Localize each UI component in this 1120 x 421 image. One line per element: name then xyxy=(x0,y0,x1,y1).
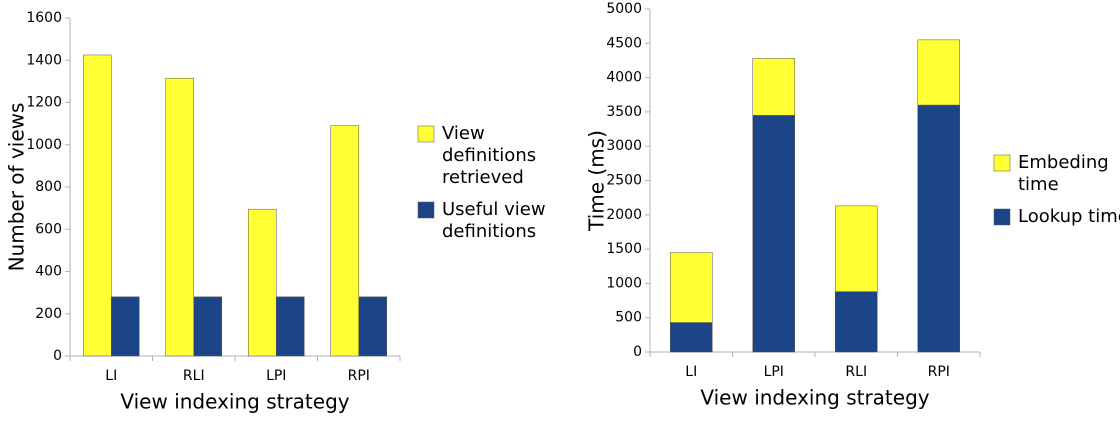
y-tick-label: 1000 xyxy=(26,137,62,153)
x-axis-label: View indexing strategy xyxy=(700,386,929,410)
y-tick-label: 0 xyxy=(53,348,62,364)
y-tick-label: 5000 xyxy=(606,1,642,17)
legend-swatch xyxy=(993,208,1011,226)
bar xyxy=(276,296,305,357)
legend-swatch xyxy=(417,125,435,143)
y-tick-label: 800 xyxy=(35,179,62,195)
x-tick-label: RPI xyxy=(928,364,950,380)
x-tick-label: LI xyxy=(105,368,117,384)
y-tick-label: 2000 xyxy=(606,207,642,223)
bar-segment xyxy=(917,39,960,106)
y-axis-label: Number of views xyxy=(5,103,29,272)
legend-label: Embeding time xyxy=(1018,152,1109,195)
y-tick-label: 1500 xyxy=(606,241,642,257)
bar-segment xyxy=(917,104,960,353)
y-tick-label: 1000 xyxy=(606,275,642,291)
bar-segment xyxy=(752,115,795,353)
x-tick-label: RLI xyxy=(845,364,867,380)
bar-segment xyxy=(835,205,878,292)
y-tick-label: 1400 xyxy=(26,52,62,68)
x-tick-label: LPI xyxy=(266,368,286,384)
legend-swatch xyxy=(993,154,1011,172)
y-tick-label: 4000 xyxy=(606,70,642,86)
legend-label: Lookup time xyxy=(1018,206,1120,227)
x-tick-label: LPI xyxy=(764,364,784,380)
y-tick-label: 1200 xyxy=(26,95,62,111)
y-tick-label: 3000 xyxy=(606,138,642,154)
y-tick-label: 4500 xyxy=(606,35,642,51)
bar-segment xyxy=(670,252,713,323)
bar xyxy=(193,296,222,357)
bar xyxy=(248,208,277,357)
y-tick-label: 0 xyxy=(633,344,642,360)
bar-segment xyxy=(752,58,795,116)
bar xyxy=(111,296,140,357)
y-tick-label: 500 xyxy=(615,310,642,326)
x-tick-label: RLI xyxy=(183,368,205,384)
legend-swatch xyxy=(417,201,435,219)
legend-label: Useful view definitions xyxy=(442,199,546,242)
y-tick-label: 600 xyxy=(35,221,62,237)
x-tick-label: LI xyxy=(685,364,697,380)
bar xyxy=(165,77,194,357)
x-axis-label: View indexing strategy xyxy=(120,390,349,414)
y-tick-label: 1600 xyxy=(26,10,62,26)
y-axis-label: Time (ms) xyxy=(585,130,609,232)
bar xyxy=(358,296,387,357)
legend-label: View definitions retrieved xyxy=(442,123,536,188)
x-tick-label: RPI xyxy=(348,368,370,384)
y-tick-label: 400 xyxy=(35,264,62,280)
y-tick-label: 2500 xyxy=(606,173,642,189)
bar-segment xyxy=(835,291,878,353)
y-tick-label: 200 xyxy=(35,306,62,322)
bar-segment xyxy=(670,322,713,353)
bar xyxy=(330,125,359,357)
y-tick-label: 3500 xyxy=(606,104,642,120)
bar xyxy=(83,54,112,357)
